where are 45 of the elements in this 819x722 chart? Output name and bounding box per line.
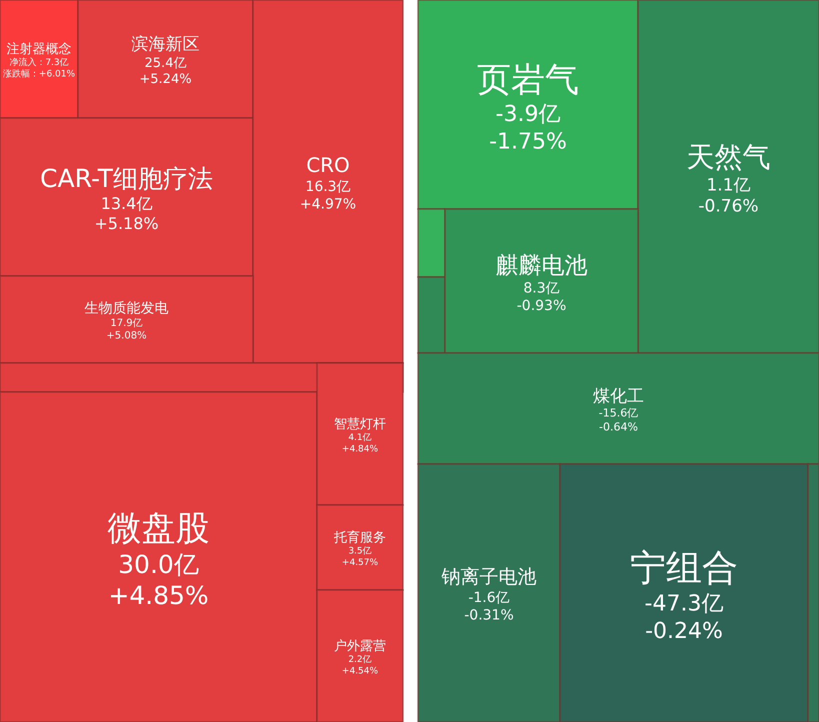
data-label: 2.2亿	[348, 654, 372, 666]
data-label: +4.84%	[342, 444, 379, 454]
data-label: +5.24%	[139, 72, 192, 88]
data-label: 1.1亿	[706, 175, 751, 196]
category-label: 煤化工	[593, 386, 644, 407]
data-label: -0.76%	[698, 196, 759, 217]
category-label: 麒麟电池	[496, 252, 588, 279]
data-label: 30.0亿	[118, 550, 199, 579]
category-label: 托育服务	[333, 530, 386, 546]
data-label: 17.9亿	[110, 318, 143, 330]
data-label: -0.64%	[599, 420, 638, 434]
data-label: +4.97%	[300, 196, 356, 212]
category-label: CRO	[306, 153, 350, 178]
data-label: -0.93%	[516, 298, 566, 314]
category-label: 生物质能发电	[84, 300, 168, 317]
category-label: 智慧灯杆	[334, 417, 386, 432]
data-label: +5.08%	[106, 330, 147, 342]
category-label: 页岩气	[477, 60, 579, 100]
category-label: 滨海新区	[132, 34, 200, 55]
data-label: -47.3亿	[644, 592, 724, 617]
data-label: -0.31%	[464, 607, 514, 624]
data-label: 13.4亿	[100, 194, 152, 214]
data-label: 3.5亿	[348, 546, 372, 557]
category-label: 钠离子电池	[440, 566, 536, 588]
category-label: 天然气	[686, 140, 770, 174]
data-label: -15.6亿	[598, 406, 638, 420]
category-label: 户外露营	[334, 639, 386, 654]
data-label: -1.75%	[489, 129, 567, 154]
data-label: 8.3亿	[523, 280, 560, 296]
data-label: 16.3亿	[305, 178, 351, 195]
data-label: 涨跌幅：+6.01%	[2, 68, 76, 80]
data-label: +4.85%	[108, 581, 209, 610]
data-label: 25.4亿	[144, 56, 186, 71]
data-label: 4.1亿	[348, 432, 372, 444]
data-label: 净流入：7.3亿	[9, 57, 69, 68]
data-label: +5.18%	[94, 214, 159, 234]
data-label: +4.54%	[342, 666, 379, 676]
data-label: -0.24%	[645, 619, 723, 644]
category-label: 微盘股	[108, 508, 210, 549]
category-label: 注射器概念	[6, 42, 72, 58]
data-label: +4.57%	[342, 558, 379, 568]
data-label: -1.6亿	[468, 590, 510, 606]
category-label: 宁组合	[630, 548, 738, 590]
data-label: -3.9亿	[496, 102, 560, 127]
category-label: CAR-T细胞疗法	[40, 164, 213, 194]
